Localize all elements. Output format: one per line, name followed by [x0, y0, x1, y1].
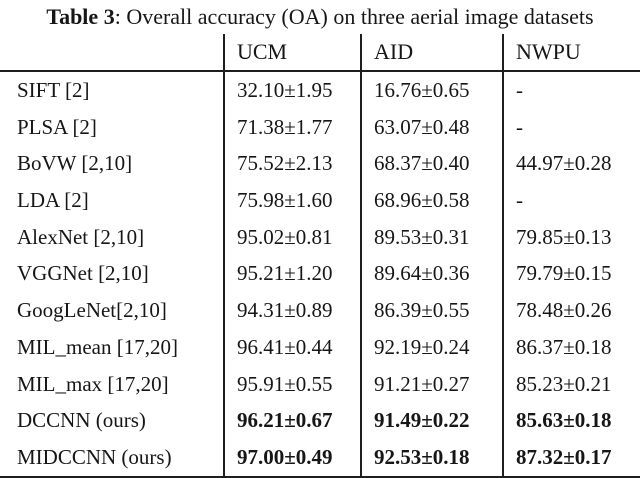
table-caption: Table 3: Overall accuracy (OA) on three …: [0, 0, 640, 34]
method-cell: LDA [2]: [17, 188, 89, 213]
value-cell: 75.98±1.60: [223, 182, 360, 219]
value-cell: 92.53±0.18: [360, 439, 502, 476]
column-header-nwpu: NWPU: [502, 34, 640, 72]
method-cell: BoVW [2,10]: [17, 151, 133, 176]
value-cell: 97.00±0.49: [223, 439, 360, 476]
value-cell: 44.97±0.28: [502, 145, 640, 183]
method-cell: VGGNet [2,10]: [17, 261, 149, 286]
column-header-aid: AID: [360, 34, 502, 72]
value-cell: 86.37±0.18: [502, 329, 640, 366]
value-cell: 91.49±0.22: [360, 402, 502, 440]
value-cell: 92.19±0.24: [360, 329, 502, 366]
value-cell: 87.32±0.17: [502, 439, 640, 476]
value-cell: 79.79±0.15: [502, 255, 640, 293]
results-table: UCM AID NWPU SIFT [2] 32.10±1.95 16.76±0…: [0, 34, 640, 478]
method-cell: GoogLeNet[2,10]: [17, 298, 167, 323]
method-cell: DCCNN (ours): [17, 408, 146, 433]
value-cell: -: [502, 72, 640, 109]
value-cell: 79.85±0.13: [502, 218, 640, 256]
value-cell: 89.64±0.36: [360, 255, 502, 293]
value-cell: 85.63±0.18: [502, 402, 640, 440]
table-caption-text: : Overall accuracy (OA) on three aerial …: [114, 4, 594, 29]
value-cell: 16.76±0.65: [360, 72, 502, 109]
value-cell: 95.91±0.55: [223, 365, 360, 403]
value-cell: 96.21±0.67: [223, 402, 360, 440]
method-cell: MIL_mean [17,20]: [17, 334, 178, 359]
value-cell: 68.37±0.40: [360, 145, 502, 183]
value-cell: 71.38±1.77: [223, 108, 360, 146]
table-caption-number: Table 3: [46, 4, 115, 29]
value-cell: -: [502, 182, 640, 219]
method-cell: PLSA [2]: [17, 114, 97, 139]
value-cell: -: [502, 108, 640, 146]
value-cell: 75.52±2.13: [223, 145, 360, 183]
column-header-method: [0, 34, 223, 72]
value-cell: 68.96±0.58: [360, 182, 502, 219]
value-cell: 78.48±0.26: [502, 292, 640, 330]
value-cell: 63.07±0.48: [360, 108, 502, 146]
value-cell: 95.02±0.81: [223, 218, 360, 256]
value-cell: 32.10±1.95: [223, 72, 360, 109]
value-cell: 94.31±0.89: [223, 292, 360, 330]
value-cell: 95.21±1.20: [223, 255, 360, 293]
value-cell: 89.53±0.31: [360, 218, 502, 256]
value-cell: 85.23±0.21: [502, 365, 640, 403]
value-cell: 96.41±0.44: [223, 329, 360, 366]
value-cell: 91.21±0.27: [360, 365, 502, 403]
method-cell: AlexNet [2,10]: [17, 224, 145, 249]
column-header-ucm: UCM: [223, 34, 360, 72]
method-cell: SIFT [2]: [17, 77, 90, 102]
method-cell: MIDCCNN (ours): [17, 445, 172, 470]
method-cell: MIL_max [17,20]: [17, 371, 169, 396]
value-cell: 86.39±0.55: [360, 292, 502, 330]
